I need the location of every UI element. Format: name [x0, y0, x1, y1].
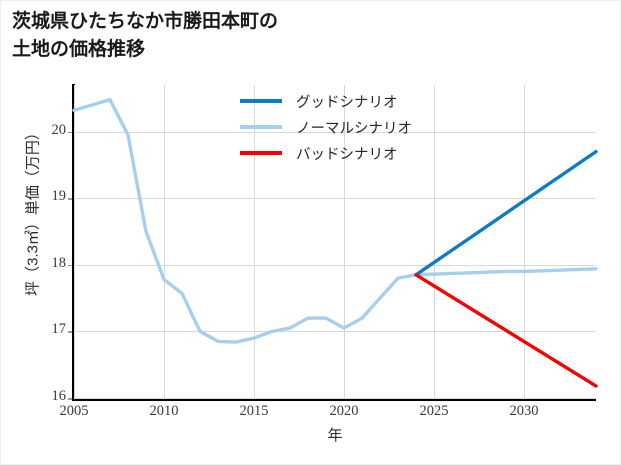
x-axis-tick-label: 2025	[419, 403, 449, 419]
gridline-horizontal	[74, 331, 596, 333]
x-axis-tick-label: 2030	[509, 403, 539, 419]
gridline-vertical	[164, 85, 165, 398]
gridline-vertical	[74, 85, 75, 398]
series-line-bad	[414, 273, 598, 388]
legend-item-bad-scenario[interactable]: バッドシナリオ	[240, 140, 470, 166]
legend-label-bad-scenario: バッドシナリオ	[296, 146, 398, 163]
chart-legend: グッドシナリオ ノーマルシナリオ バッドシナリオ	[240, 88, 470, 166]
gridline-vertical	[344, 85, 345, 398]
x-axis-tick-label: 2010	[149, 403, 179, 419]
legend-item-normal-scenario[interactable]: ノーマルシナリオ	[240, 114, 470, 140]
gridline-vertical	[524, 85, 525, 398]
y-axis-tick-mark	[68, 131, 73, 134]
y-axis-tick-label: 18	[51, 254, 67, 271]
x-axis-tick-label: 2015	[239, 403, 269, 419]
y-axis-tick-label: 16	[51, 388, 67, 404]
series-line-good	[414, 149, 598, 277]
gridline-vertical	[254, 85, 255, 398]
series-line-normal	[72, 97, 598, 344]
legend-label-good-scenario: グッドシナリオ	[296, 94, 398, 111]
y-axis-tick-labels: 20 19 18 17 16	[34, 0, 67, 465]
plot-area	[72, 85, 598, 399]
y-axis-label: 坪（3.3㎡）単価（万円）	[24, 125, 42, 296]
legend-label-normal-scenario: ノーマルシナリオ	[296, 120, 412, 137]
series-layer	[72, 97, 598, 388]
legend-swatch-normal-scenario	[240, 125, 282, 129]
y-axis-tick-mark	[68, 198, 73, 200]
y-axis-spine	[72, 84, 75, 399]
y-axis-tick-mark	[68, 331, 73, 333]
page-title: 茨城県ひたちなか市勝田本町の 土地の価格推移	[12, 11, 279, 60]
legend-item-good-scenario[interactable]: グッドシナリオ	[240, 88, 470, 114]
legend-swatch-bad-scenario	[240, 151, 282, 155]
legend-swatch-good-scenario	[240, 99, 282, 103]
gridline-vertical	[434, 85, 435, 398]
x-axis-tick-label: 2020	[329, 403, 359, 419]
y-axis-tick-mark	[68, 398, 73, 400]
gridline-horizontal	[74, 131, 596, 133]
y-axis-tick-label: 19	[51, 188, 67, 205]
y-axis-tick-mark	[68, 264, 73, 267]
gridline-horizontal	[74, 264, 596, 266]
x-axis-tick-label: 2005	[59, 403, 89, 419]
x-axis-label: 年	[327, 427, 343, 444]
x-axis-spine	[72, 398, 596, 401]
y-axis-tick-label: 20	[51, 121, 67, 138]
gridline-horizontal	[74, 198, 596, 200]
y-axis-tick-label: 17	[51, 321, 67, 338]
gridline-horizontal	[74, 398, 596, 399]
